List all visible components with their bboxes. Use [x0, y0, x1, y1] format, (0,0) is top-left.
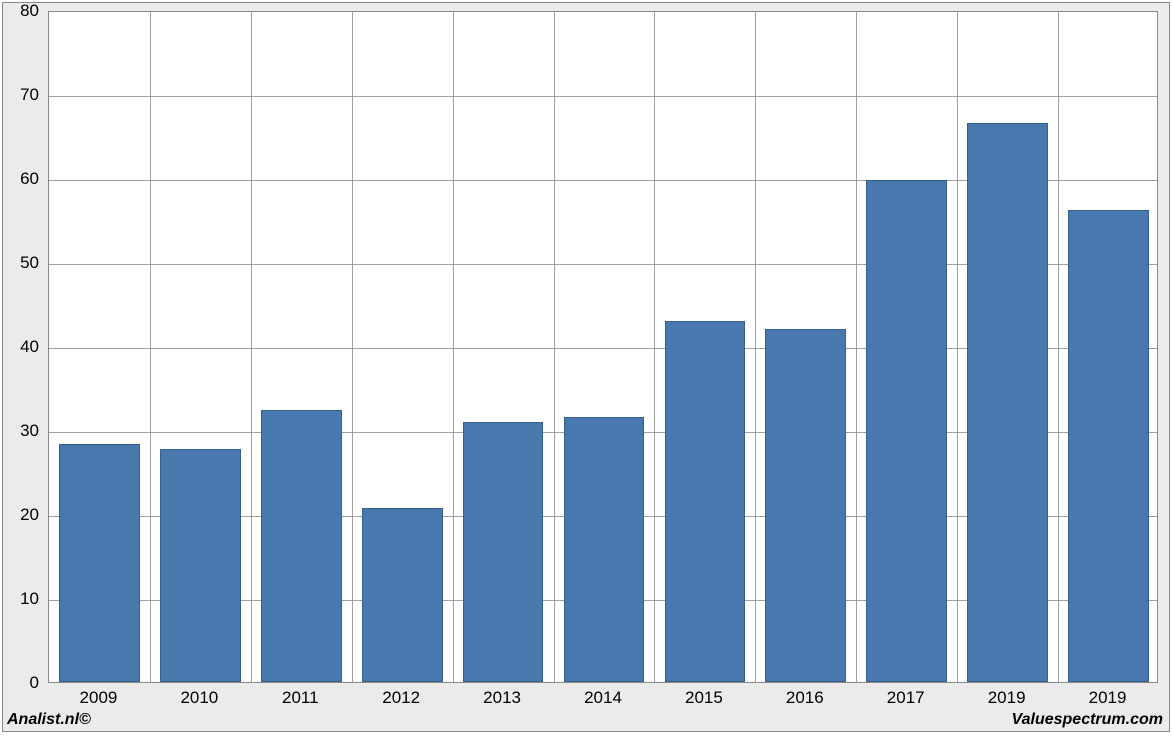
y-tick-label: 50 [4, 253, 39, 273]
plot-area [48, 11, 1158, 683]
bar [866, 180, 947, 682]
x-tick-label: 2017 [887, 688, 925, 708]
gridline-v [1058, 12, 1059, 682]
y-tick-label: 20 [4, 505, 39, 525]
gridline-h [49, 96, 1157, 97]
x-tick-label: 2009 [80, 688, 118, 708]
y-tick-label: 0 [4, 673, 39, 693]
bar [564, 417, 645, 682]
gridline-v [251, 12, 252, 682]
y-tick-label: 10 [4, 589, 39, 609]
gridline-v [352, 12, 353, 682]
y-tick-label: 70 [4, 85, 39, 105]
credit-right: Valuespectrum.com [1012, 711, 1163, 729]
gridline-v [150, 12, 151, 682]
y-tick-label: 60 [4, 169, 39, 189]
gridline-v [654, 12, 655, 682]
bar [765, 329, 846, 682]
y-tick-label: 30 [4, 421, 39, 441]
gridline-v [755, 12, 756, 682]
bar [463, 422, 544, 682]
x-tick-label: 2012 [382, 688, 420, 708]
y-tick-label: 40 [4, 337, 39, 357]
x-tick-label: 2010 [180, 688, 218, 708]
x-tick-label: 2013 [483, 688, 521, 708]
chart-panel: 0 10 20 30 40 50 60 70 80 2009 2010 2011 2012 2013 20… [2, 2, 1170, 732]
bar [261, 410, 342, 682]
bar [160, 449, 241, 682]
x-tick-label: 2019 [1089, 688, 1127, 708]
x-tick-label: 2015 [685, 688, 723, 708]
x-tick-label: 2011 [282, 688, 319, 708]
gridline-v [453, 12, 454, 682]
bar [362, 508, 443, 682]
credit-left: Analist.nl© [7, 711, 91, 729]
bar [967, 123, 1048, 682]
gridline-v [957, 12, 958, 682]
bar [665, 321, 746, 682]
y-tick-label: 80 [4, 1, 39, 21]
x-tick-label: 2016 [786, 688, 824, 708]
bar [59, 444, 140, 682]
gridline-v [856, 12, 857, 682]
gridline-v [554, 12, 555, 682]
x-tick-label: 2019 [988, 688, 1026, 708]
x-tick-label: 2014 [584, 688, 622, 708]
bar [1068, 210, 1149, 682]
